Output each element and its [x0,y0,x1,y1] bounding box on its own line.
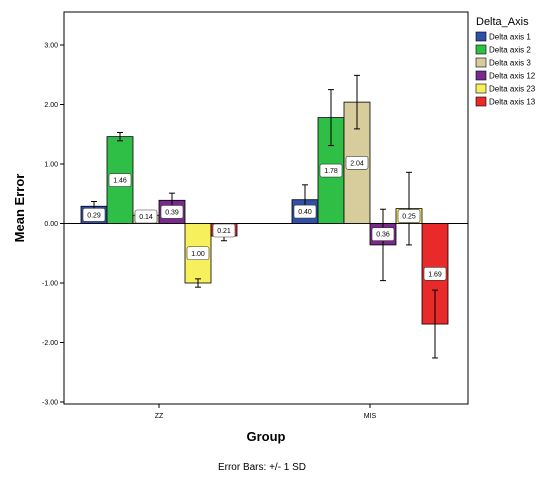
error-bars-note: Error Bars: +/- 1 SD [218,462,306,473]
data-label: 1.69 [428,271,442,278]
data-label: 0.14 [139,214,153,221]
y-axis-ticks: -3.00 -2.00 -1.00 0.00 1.00 2.00 3.00 [42,43,64,407]
y-tick-label: -3.00 [42,400,58,407]
legend-item-label: Delta axis 1 [489,33,531,42]
y-axis-title: Mean Error [12,174,27,243]
data-label-box [345,156,369,170]
data-label-box [423,266,447,281]
data-label-box [134,209,158,224]
y-tick-label: 0.00 [44,221,58,228]
data-label: 1.00 [191,251,205,258]
data-label-box [108,173,132,187]
data-labels: 0.29 1.46 0.14 0.39 1.00 0.21 0.40 1.78 2.04 0.36… [82,156,447,281]
y-tick-label: 2.00 [44,102,58,109]
x-axis-title: Group [247,429,286,444]
legend-swatch [475,96,487,107]
legend-swatch [475,70,487,81]
data-label-box [371,227,395,242]
legend-item-label: Delta axis 2 [489,46,531,55]
data-label-box [82,208,106,222]
y-tick-label: -2.00 [42,340,58,347]
data-label: 1.46 [113,178,127,185]
data-label: 0.40 [298,209,312,216]
legend-swatch [475,31,487,42]
data-label-box [212,223,236,238]
legend-title: Delta_Axis [476,16,529,28]
legend-swatch [475,44,487,55]
data-label: 0.25 [402,214,416,221]
data-label: 1.78 [324,168,338,175]
legend-swatch [475,83,487,94]
x-category-label: MIS [364,413,377,420]
data-label: 0.29 [87,212,101,219]
legend-item-label: Delta axis 12 [489,72,536,81]
y-tick-label: 1.00 [44,162,58,169]
legend-swatch [475,57,487,68]
y-tick-label: -1.00 [42,281,58,288]
data-label: 0.36 [376,232,390,239]
x-category-label: ZZ [155,413,164,420]
x-axis-categories: ZZ MIS [155,404,377,420]
data-label: 0.21 [217,228,231,235]
data-label-box [160,205,184,219]
legend-item-label: Delta axis 13 [489,98,536,107]
y-tick-label: 3.00 [44,43,58,50]
data-label-box [397,209,421,223]
legend: Delta_Axis Delta axis 1 Delta axis 2 Delta… [475,16,536,107]
data-label-box [319,163,343,178]
data-label-box [293,204,317,219]
data-label: 2.04 [350,160,364,167]
data-label-box [186,246,210,261]
data-label: 0.39 [165,209,179,216]
legend-item-label: Delta axis 23 [489,85,536,94]
legend-item-label: Delta axis 3 [489,59,531,68]
